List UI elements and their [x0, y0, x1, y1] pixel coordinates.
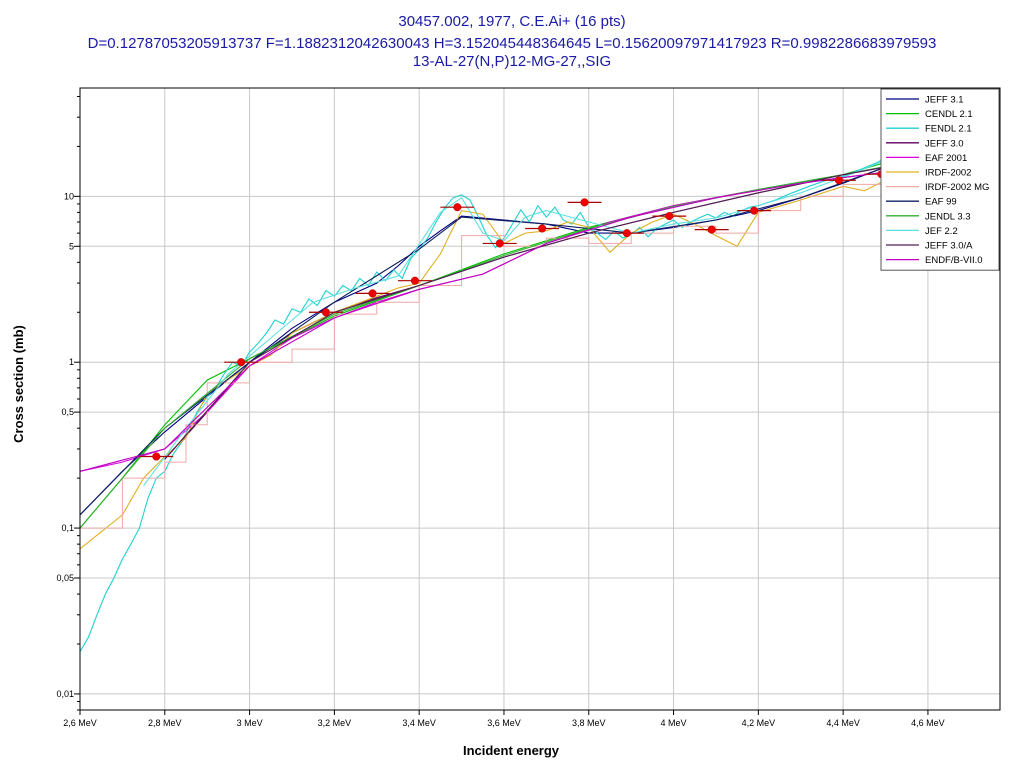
- experimental-point: [538, 224, 547, 233]
- chart-parameters: D=0.12787053205913737 F=1.18823120426300…: [87, 35, 937, 52]
- axes: 2,6 MeV 2,8 MeV 3 MeV 3,2 MeV 3,4 MeV 3,6 MeV…: [56, 95, 945, 728]
- legend-label: JEFF 3.0: [925, 138, 964, 149]
- legend: JEFF 3.1 CENDL 2.1 FENDL 2.1 JEFF 3.0 EAF 20…: [880, 88, 1000, 271]
- legend-label: IRDF-2002: [925, 168, 971, 179]
- legend-label: JENDL 3.3: [925, 211, 971, 222]
- experimental-point: [495, 239, 504, 248]
- legend-box: [880, 88, 1000, 271]
- series-irdf-2002-mg: [80, 171, 971, 529]
- experimental-point: [665, 212, 674, 221]
- experimental-point: [622, 229, 631, 238]
- experimental-point: [410, 276, 419, 285]
- x-tick-label: 3,6 MeV: [487, 718, 521, 728]
- experimental-point: [580, 198, 589, 207]
- series-fendl-2-1: [80, 157, 886, 652]
- grid: [80, 88, 1000, 710]
- chart-title: 30457.002, 1977, C.E.Ai+ (16 pts): [398, 13, 626, 30]
- y-axis-title: Cross section (mb): [11, 325, 26, 443]
- y-tick-label: 1: [69, 357, 74, 367]
- evaluated-data-series: [80, 155, 971, 652]
- y-tick-label: 5: [69, 241, 74, 251]
- series-jef-2-2: [143, 159, 886, 487]
- x-tick-label: 4,4 MeV: [826, 718, 860, 728]
- chart-reaction: 13-AL-27(N,P)12-MG-27,,SIG: [412, 53, 612, 70]
- y-tick-label: 0,5: [61, 407, 74, 417]
- legend-label: JEFF 3.0/A: [925, 241, 973, 252]
- x-tick-label: 4,2 MeV: [742, 718, 776, 728]
- legend-label: EAF 99: [925, 197, 957, 208]
- x-tick-label: 3,4 MeV: [402, 718, 436, 728]
- legend-label: EAF 2001: [925, 153, 967, 164]
- x-tick-label: 3 MeV: [237, 718, 263, 728]
- x-tick-label: 4,6 MeV: [911, 718, 945, 728]
- experimental-point: [368, 289, 377, 298]
- experimental-point: [707, 225, 716, 234]
- experimental-point: [321, 308, 330, 317]
- x-axis-title: Incident energy: [463, 743, 560, 758]
- x-tick-label: 2,6 MeV: [63, 718, 97, 728]
- series-eaf-99: [80, 166, 886, 516]
- legend-label: FENDL 2.1: [925, 124, 972, 135]
- experimental-point: [453, 203, 462, 212]
- y-tick-label: 0,01: [56, 689, 74, 699]
- legend-label: JEFF 3.1: [925, 95, 964, 106]
- series-irdf-2002: [80, 171, 929, 550]
- legend-label: JEF 2.2: [925, 226, 958, 237]
- y-tick-label: 0,05: [56, 573, 74, 583]
- x-tick-label: 4 MeV: [661, 718, 687, 728]
- experimental-point: [237, 358, 246, 367]
- x-tick-label: 2,8 MeV: [148, 718, 182, 728]
- experimental-point: [750, 206, 759, 215]
- x-tick-label: 3,8 MeV: [572, 718, 606, 728]
- legend-label: CENDL 2.1: [925, 109, 973, 120]
- series-jendl-3-3: [80, 157, 929, 529]
- experimental-point: [834, 176, 843, 185]
- x-tick-label: 3,2 MeV: [318, 718, 352, 728]
- series-endf-b-vii-0: [80, 166, 928, 472]
- experimental-point: [152, 452, 161, 461]
- legend-label: ENDF/B-VII.0: [925, 255, 983, 266]
- y-tick-label: 10: [64, 191, 74, 201]
- y-tick-label: 0,1: [61, 523, 74, 533]
- legend-label: IRDF-2002 MG: [925, 182, 989, 193]
